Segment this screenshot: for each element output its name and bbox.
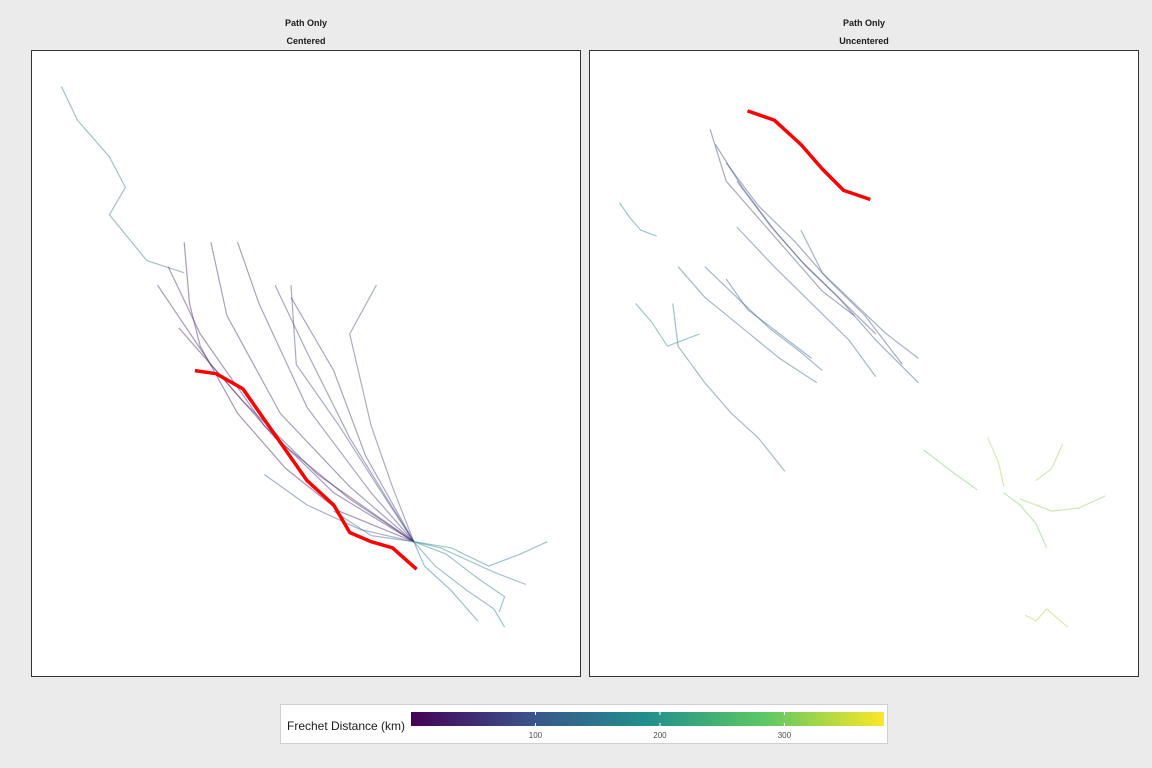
path-line [349, 284, 415, 542]
path-line [413, 541, 548, 567]
color-legend: Frechet Distance (km) 100 200 300 [280, 704, 888, 744]
colorbar-tick-label: 300 [778, 731, 792, 740]
path-line [1019, 495, 1106, 512]
path-line [413, 541, 479, 622]
path-line [413, 541, 527, 586]
path-line [274, 284, 415, 543]
path-line [178, 327, 415, 543]
panel1-subtitle: Centered [286, 36, 326, 46]
path-line [290, 285, 415, 543]
centered-plot-area [60, 86, 548, 628]
uncentered-plot-area [618, 109, 1106, 628]
path-line [634, 303, 700, 347]
path-line [237, 242, 415, 543]
path-line [333, 510, 414, 543]
path-line [725, 162, 903, 365]
path-line [1003, 492, 1048, 549]
path-line [672, 303, 786, 472]
highlighted-path [194, 368, 418, 571]
path-line [290, 296, 415, 542]
legend-title: Frechet Distance (km) [287, 719, 406, 733]
path-line [413, 541, 506, 613]
path-line [1035, 443, 1064, 482]
path-line [413, 541, 506, 628]
panel2-title: Path Only [842, 18, 885, 28]
path-line [923, 449, 978, 491]
panel-centered [31, 50, 581, 677]
path-line [60, 86, 185, 274]
path-line [725, 278, 812, 359]
panel2-subtitle: Uncentered [839, 36, 889, 46]
path-line [210, 242, 415, 543]
colorbar: 100 200 300 [411, 712, 884, 740]
path-line [736, 226, 877, 378]
path-line [736, 180, 919, 384]
path-line [704, 266, 823, 372]
path-line [618, 202, 657, 237]
path-line [800, 229, 919, 359]
colorbar-tick-label: 200 [653, 731, 667, 740]
path-line [263, 474, 414, 543]
highlighted-path [746, 109, 871, 202]
panel1-title: Path Only [284, 18, 327, 28]
path-line [1024, 608, 1069, 628]
path-line [709, 129, 855, 317]
colorbar-gradient [411, 712, 884, 726]
path-line [987, 437, 1005, 487]
colorbar-tick-label: 100 [529, 731, 543, 740]
path-line [677, 266, 818, 384]
path-line [183, 242, 415, 543]
path-line [714, 144, 877, 335]
panel-uncentered [589, 50, 1139, 677]
path-line [167, 266, 415, 543]
